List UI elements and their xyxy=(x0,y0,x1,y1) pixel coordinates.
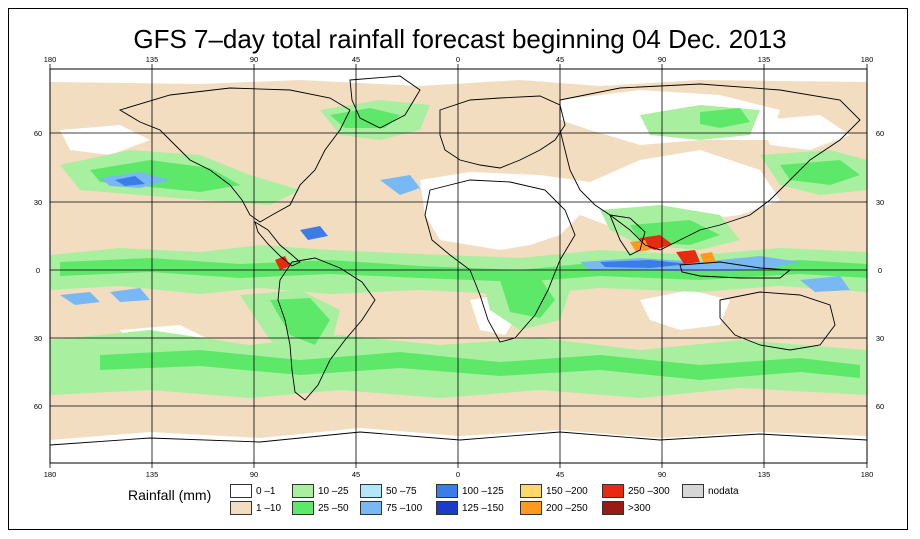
right-lat-label: 30 xyxy=(876,334,884,343)
top-lon-label: 180 xyxy=(861,55,874,64)
legend-label-25-50: 25 –50 xyxy=(318,503,349,514)
top-lon-label: 135 xyxy=(146,55,159,64)
legend-swatch-0-1 xyxy=(230,484,252,498)
top-lon-label: 45 xyxy=(556,55,564,64)
legend-label-10-25: 10 –25 xyxy=(318,486,349,497)
legend-swatch-25-50 xyxy=(292,501,314,515)
top-lon-label: 0 xyxy=(456,55,460,64)
legend-swatch-10-25 xyxy=(292,484,314,498)
legend-label-250-300: 250 –300 xyxy=(628,486,670,497)
coast-australia xyxy=(719,291,836,351)
legend-swatch-1-10 xyxy=(230,501,252,515)
right-lat-label: 60 xyxy=(876,129,884,138)
legend-swatch-150-200 xyxy=(520,484,542,498)
map-border xyxy=(49,68,868,464)
legend-swatch-200-250 xyxy=(520,501,542,515)
bottom-lon-label: 90 xyxy=(658,470,666,479)
left-lat-label: 60 xyxy=(34,129,42,138)
top-lon-label: 135 xyxy=(758,55,771,64)
coast-africa xyxy=(424,179,576,343)
legend-swatch-100-125 xyxy=(436,484,458,498)
rain-100-125 xyxy=(115,176,690,268)
left-lat-label: 60 xyxy=(34,402,42,411)
legend-swatch-75-100 xyxy=(360,501,382,515)
rain-200-250 xyxy=(630,240,716,264)
coast-greenland xyxy=(349,75,421,129)
coast-indonesia xyxy=(679,261,792,279)
legend-label-nodata: nodata xyxy=(708,486,739,497)
top-lon-label: 90 xyxy=(658,55,666,64)
bottom-lon-label: 135 xyxy=(146,470,159,479)
figure-frame xyxy=(8,8,908,530)
legend-label-125-150: 125 –150 xyxy=(462,503,504,514)
coast-antarctica xyxy=(50,431,867,446)
bottom-lon-label: 180 xyxy=(44,470,57,479)
left-lat-label: 0 xyxy=(36,266,40,275)
legend-title: Rainfall (mm) xyxy=(128,487,212,503)
legend-swatch-over-300 xyxy=(602,501,624,515)
coast-asia xyxy=(559,83,861,251)
top-lon-label: 180 xyxy=(44,55,57,64)
legend-label-0-1: 0 –1 xyxy=(256,486,276,497)
legend-swatch-125-150 xyxy=(436,501,458,515)
bottom-lon-label: 180 xyxy=(861,470,874,479)
legend-label-150-200: 150 –200 xyxy=(546,486,588,497)
legend-swatch-250-300 xyxy=(602,484,624,498)
coastlines xyxy=(50,75,867,446)
rain-75-100 xyxy=(60,172,850,305)
left-lat-label: 30 xyxy=(34,198,42,207)
coast-india xyxy=(609,214,646,256)
top-lon-label: 45 xyxy=(352,55,360,64)
legend-swatch-50-75 xyxy=(360,484,382,498)
map-title: GFS 7–day total rainfall forecast beginn… xyxy=(133,24,787,54)
gridlines xyxy=(50,69,867,463)
bottom-lon-label: 45 xyxy=(352,470,360,479)
bottom-lon-label: 45 xyxy=(556,470,564,479)
right-lat-label: 30 xyxy=(876,198,884,207)
legend-label-50-75: 50 –75 xyxy=(386,486,417,497)
tick-marks xyxy=(49,64,868,468)
right-lat-label: 0 xyxy=(878,266,882,275)
bottom-lon-label: 90 xyxy=(250,470,258,479)
legend-label-75-100: 75 –100 xyxy=(386,503,423,514)
legend-swatch-nodata xyxy=(682,484,704,498)
legend-label-over-300: >300 xyxy=(628,503,651,514)
top-lon-label: 90 xyxy=(250,55,258,64)
left-lat-label: 30 xyxy=(34,334,42,343)
legend-label-100-125: 100 –125 xyxy=(462,486,504,497)
coast-south-america xyxy=(277,257,376,401)
legend-label-1-10: 1 –10 xyxy=(256,503,282,514)
coast-north-america xyxy=(118,87,351,223)
coast-europe xyxy=(439,95,566,169)
bottom-lon-label: 135 xyxy=(758,470,771,479)
bottom-lon-label: 0 xyxy=(456,470,460,479)
right-lat-label: 60 xyxy=(876,402,884,411)
coast-central-america xyxy=(254,220,301,267)
legend-label-200-250: 200 –250 xyxy=(546,503,588,514)
